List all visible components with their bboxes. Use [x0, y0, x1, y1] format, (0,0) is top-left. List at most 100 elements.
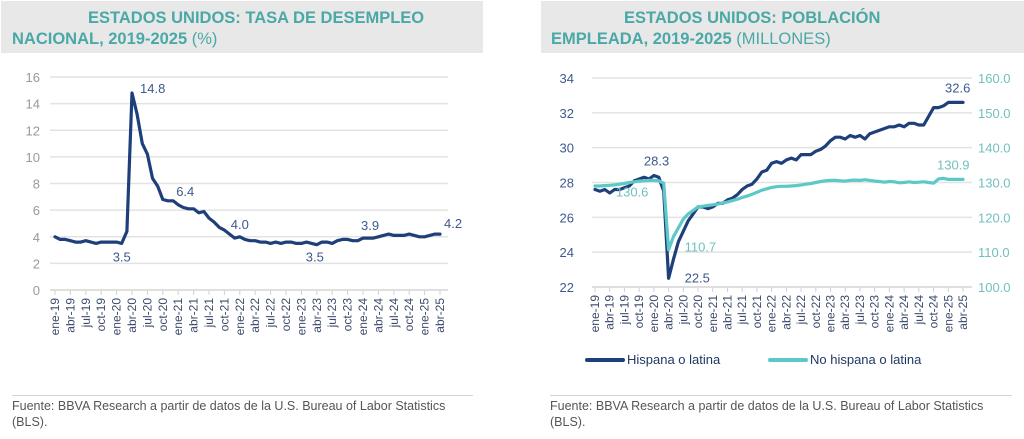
series-line-secondary — [593, 176, 965, 252]
y-right-tick-label: 130.0 — [978, 176, 1011, 191]
x-tick-label: abr-20 — [662, 295, 676, 330]
x-tick-label: jul-21 — [735, 295, 749, 326]
data-label: 3.5 — [113, 249, 131, 264]
y-tick-label: 8 — [33, 177, 40, 192]
x-tick-label: jul-19 — [617, 295, 631, 326]
y-right-tick-label: 120.0 — [978, 210, 1011, 225]
x-tick-label: jul-22 — [264, 298, 278, 329]
x-tick-label: jul-22 — [794, 295, 808, 326]
data-label: 32.6 — [945, 80, 970, 95]
y-tick-label: 16 — [26, 70, 40, 85]
y-tick-label: 32 — [560, 106, 574, 121]
y-right-tick-label: 160.0 — [978, 71, 1011, 86]
y-right-tick-label: 140.0 — [978, 141, 1011, 156]
data-label: 4.0 — [231, 217, 249, 232]
legend-label: No hispana o latina — [810, 352, 922, 367]
y-tick-label: 6 — [33, 203, 40, 218]
x-tick-label: oct-23 — [868, 295, 882, 329]
employment-panel: ESTADOS UNIDOS: POBLACIÓN EMPLEADA, 2019… — [512, 0, 1024, 439]
x-tick-label: abr-20 — [125, 298, 139, 333]
x-tick-label: abr-24 — [897, 295, 911, 330]
source-note: Fuente: BBVA Research a partir de datos … — [550, 399, 984, 429]
legend-swatch-light — [768, 357, 808, 362]
x-tick-label: oct-21 — [750, 295, 764, 329]
x-tick-label: jul-21 — [202, 298, 216, 329]
x-tick-label: oct-22 — [809, 295, 823, 329]
x-tick-label: oct-20 — [156, 298, 170, 332]
chart-title-line1: ESTADOS UNIDOS: TASA DE DESEMPLEO — [88, 9, 425, 27]
x-tick-label: abr-23 — [838, 295, 852, 330]
x-tick-label: ene-25 — [418, 298, 432, 336]
x-tick-label: abr-21 — [720, 295, 734, 330]
title-bold-part: NACIONAL, 2019-2025 — [12, 30, 188, 48]
x-tick-label: jul-23 — [853, 295, 867, 326]
y-tick-label: 22 — [560, 280, 574, 295]
y-tick-label: 28 — [560, 176, 574, 191]
x-tick-label: ene-21 — [171, 298, 185, 336]
x-tick-label: oct-24 — [402, 298, 416, 332]
footer-divider — [550, 395, 1012, 396]
x-tick-label: jul-24 — [387, 298, 401, 329]
data-label: 3.5 — [306, 250, 324, 265]
x-tick-label: ene-22 — [765, 295, 779, 333]
x-tick-label: oct-21 — [217, 298, 231, 332]
x-tick-label: abr-19 — [63, 298, 77, 333]
legend-non-hispanic: No hispana o latina — [768, 352, 921, 367]
x-tick-label: oct-20 — [691, 295, 705, 329]
y-tick-label: 10 — [26, 150, 40, 165]
x-tick-label: jul-20 — [140, 298, 154, 329]
series-line-primary — [53, 91, 442, 247]
data-label: 22.5 — [685, 270, 710, 285]
x-tick-label: ene-24 — [882, 295, 896, 333]
x-tick-label: abr-25 — [956, 295, 970, 330]
chart-title-line2: NACIONAL, 2019-2025 (%) — [12, 29, 217, 49]
data-label: 3.9 — [361, 218, 379, 233]
y-tick-label: 34 — [560, 71, 574, 86]
x-tick-label: oct-24 — [927, 295, 941, 329]
y-right-tick-label: 100.0 — [978, 280, 1011, 295]
x-tick-label: ene-23 — [294, 298, 308, 336]
x-tick-label: jul-23 — [325, 298, 339, 329]
data-label: 28.3 — [644, 154, 669, 169]
y-tick-label: 26 — [560, 210, 574, 225]
x-tick-label: oct-22 — [279, 298, 293, 332]
x-tick-label: abr-22 — [779, 295, 793, 330]
y-tick-label: 12 — [26, 123, 40, 138]
employment-chart: 22 24 26 28 30 32 34 100.0 110.0 120.0 130.0 140.0 1… — [560, 71, 1011, 333]
x-tick-label: ene-20 — [110, 298, 124, 336]
x-tick-label: jul-24 — [912, 295, 926, 326]
x-tick-label: ene-22 — [233, 298, 247, 336]
chart-title-line2: EMPLEADA, 2019-2025 (MILLONES) — [551, 29, 831, 49]
x-tick-label: ene-19 — [48, 298, 62, 336]
data-label: 6.4 — [176, 184, 194, 199]
data-label: 110.7 — [685, 240, 717, 255]
x-tick-label: ene-25 — [941, 295, 955, 333]
x-tick-label: oct-19 — [94, 298, 108, 332]
data-label: 4.2 — [444, 216, 462, 231]
x-tick-label: ene-21 — [706, 295, 720, 333]
x-tick-label: oct-19 — [632, 295, 646, 329]
source-note: Fuente: BBVA Research a partir de datos … — [12, 399, 446, 429]
y-right-tick-label: 110.0 — [978, 245, 1010, 260]
legend-swatch-dark — [585, 357, 625, 362]
series-line-primary — [593, 100, 965, 280]
title-banner — [1, 1, 483, 53]
unemployment-panel: ESTADOS UNIDOS: TASA DE DESEMPLEO NACION… — [1, 1, 483, 429]
x-tick-label: abr-19 — [603, 295, 617, 330]
x-tick-label: jul-19 — [79, 298, 93, 329]
x-tick-label: jul-20 — [676, 295, 690, 326]
title-unit: (%) — [187, 30, 218, 48]
x-tick-label: abr-21 — [187, 298, 201, 333]
legend-label: Hispana o latina — [627, 352, 721, 367]
x-tick-label: ene-23 — [824, 295, 838, 333]
x-tick-label: abr-23 — [310, 298, 324, 333]
x-tick-label: abr-24 — [371, 298, 385, 333]
chart-title-line1: ESTADOS UNIDOS: POBLACIÓN — [624, 9, 881, 27]
x-tick-label: abr-25 — [433, 298, 447, 333]
y-tick-label: 0 — [33, 283, 40, 298]
x-tick-label: ene-19 — [588, 295, 602, 333]
title-bold-part: EMPLEADA, 2019-2025 — [551, 30, 732, 48]
data-label: 14.8 — [140, 81, 165, 96]
data-label: 130.9 — [937, 157, 970, 172]
